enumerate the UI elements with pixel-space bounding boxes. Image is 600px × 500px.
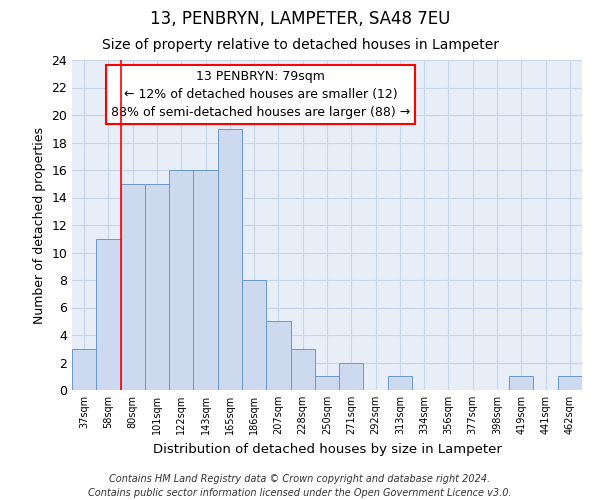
Bar — [96, 239, 121, 390]
Bar — [169, 170, 193, 390]
Bar — [266, 322, 290, 390]
Bar — [193, 170, 218, 390]
Text: Size of property relative to detached houses in Lampeter: Size of property relative to detached ho… — [101, 38, 499, 52]
Bar — [145, 184, 169, 390]
Bar — [121, 184, 145, 390]
X-axis label: Distribution of detached houses by size in Lampeter: Distribution of detached houses by size … — [152, 442, 502, 456]
Text: 13, PENBRYN, LAMPETER, SA48 7EU: 13, PENBRYN, LAMPETER, SA48 7EU — [150, 10, 450, 28]
Bar — [558, 376, 582, 390]
Bar — [242, 280, 266, 390]
Text: 13 PENBRYN: 79sqm
← 12% of detached houses are smaller (12)
88% of semi-detached: 13 PENBRYN: 79sqm ← 12% of detached hous… — [111, 70, 410, 119]
Bar — [388, 376, 412, 390]
Bar — [218, 128, 242, 390]
Bar — [509, 376, 533, 390]
Bar — [339, 362, 364, 390]
Bar — [315, 376, 339, 390]
Y-axis label: Number of detached properties: Number of detached properties — [33, 126, 46, 324]
Bar — [290, 349, 315, 390]
Text: Contains HM Land Registry data © Crown copyright and database right 2024.
Contai: Contains HM Land Registry data © Crown c… — [88, 474, 512, 498]
Bar — [72, 349, 96, 390]
